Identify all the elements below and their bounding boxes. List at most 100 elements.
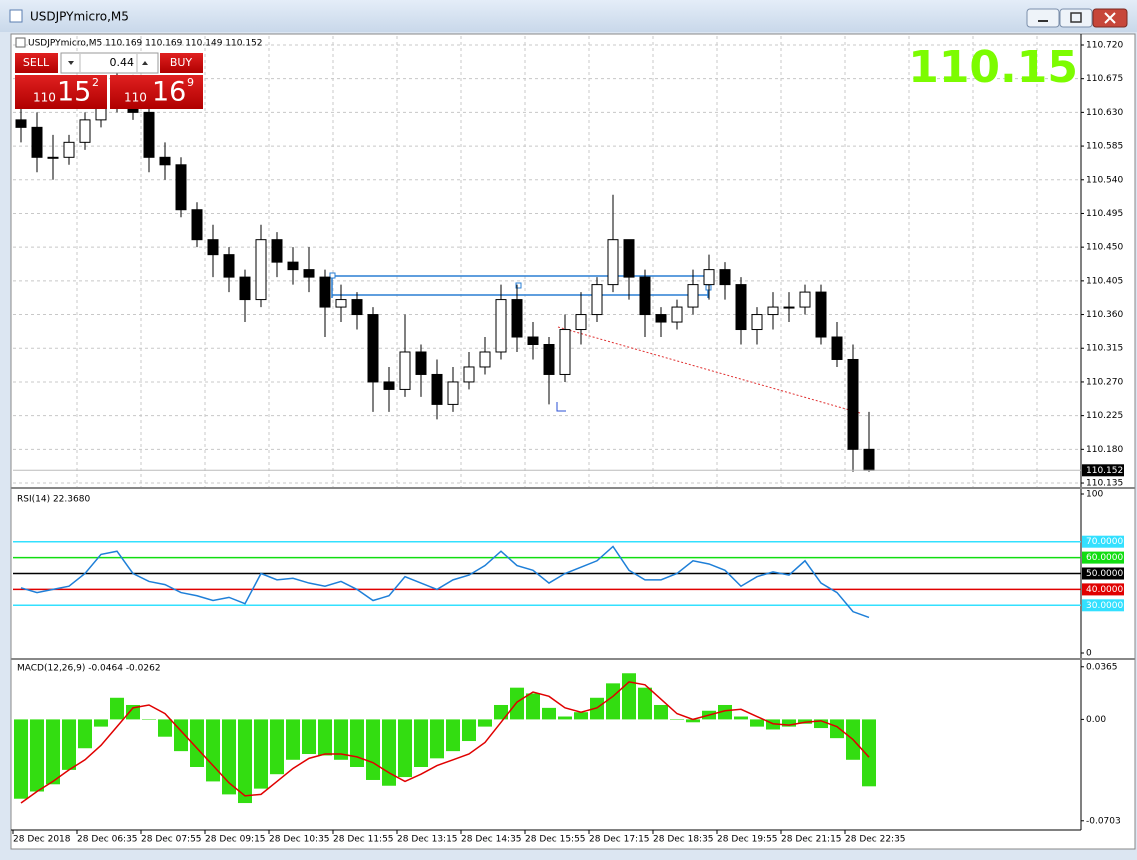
- x-tick-label: 28 Dec 13:15: [397, 835, 458, 845]
- volume-down[interactable]: [68, 61, 74, 65]
- candle-body: [191, 209, 203, 241]
- sell-button[interactable]: [15, 53, 58, 73]
- macd-bar: [142, 719, 156, 720]
- sell-label: SELL: [23, 56, 50, 69]
- volume-up[interactable]: [142, 61, 148, 65]
- candle-body: [31, 126, 43, 158]
- candle-body: [383, 381, 395, 390]
- level-label-box: [1082, 535, 1124, 548]
- y-tick-label: 110.225: [1086, 411, 1123, 421]
- buy-button[interactable]: [160, 53, 203, 73]
- y-tick-label: 110.180: [1086, 445, 1123, 455]
- rsi-line: [20, 545, 870, 619]
- candle-body: [399, 351, 411, 390]
- candle-body: [223, 254, 235, 278]
- macd-bar: [14, 719, 28, 799]
- x-tick-label: 28 Dec 07:55: [141, 835, 202, 845]
- x-tick-label: 28 Dec 19:55: [717, 835, 778, 845]
- close-icon: [1104, 12, 1116, 24]
- buy-label: BUY: [170, 56, 193, 69]
- candle-body: [175, 164, 187, 211]
- macd-bar: [222, 719, 236, 795]
- candle-body: [47, 156, 59, 159]
- candle-body: [207, 239, 219, 256]
- macd-bar: [526, 693, 540, 720]
- macd-bar: [606, 683, 620, 720]
- candle-body: [63, 141, 75, 158]
- level-label-box: [1082, 551, 1124, 564]
- x-tick-label: 28 Dec 18:35: [653, 835, 714, 845]
- volume-value: 0.44: [110, 56, 135, 69]
- macd-bar: [334, 719, 348, 760]
- macd-bar: [862, 719, 876, 787]
- macd-bar: [574, 712, 588, 720]
- object-handle: [329, 272, 336, 279]
- macd-bar: [638, 687, 652, 720]
- candle-body: [15, 119, 27, 128]
- macd-bar: [830, 719, 844, 739]
- x-tick-label: 28 Dec 11:55: [333, 835, 394, 845]
- buy-price-box[interactable]: [110, 75, 203, 109]
- level-label-box: [1082, 567, 1124, 580]
- trendline: [557, 326, 861, 414]
- macd-bar: [734, 716, 748, 720]
- macd-bar: [190, 719, 204, 767]
- candle-body: [415, 351, 427, 375]
- window-icon: [9, 9, 23, 23]
- macd-bar: [398, 719, 412, 778]
- volume-box[interactable]: [60, 52, 159, 74]
- macd-bar: [158, 719, 172, 737]
- x-tick-label: 28 Dec 09:15: [205, 835, 266, 845]
- maximize-button[interactable]: [1059, 8, 1093, 28]
- candle-body: [671, 306, 683, 323]
- candle-body: [79, 119, 91, 143]
- candle-body: [623, 239, 635, 278]
- y-tick-label: -0.0703: [1086, 816, 1121, 826]
- buy-price-small: 9: [187, 76, 194, 89]
- candle-body: [319, 276, 331, 308]
- macd-bar: [94, 719, 108, 727]
- macd-bar: [414, 719, 428, 767]
- candle-body: [271, 239, 283, 263]
- macd-bar: [126, 704, 140, 720]
- candle-body: [639, 276, 651, 316]
- macd-bar: [686, 719, 700, 723]
- maximize-icon: [1070, 12, 1082, 23]
- macd-bar: [462, 719, 476, 742]
- x-tick-label: 28 Dec 14:35: [461, 835, 522, 845]
- candle-body: [303, 269, 315, 278]
- macd-bar: [814, 719, 828, 729]
- signal-line: [20, 681, 870, 804]
- candle-body: [575, 314, 587, 331]
- chart-icon: [15, 37, 26, 48]
- macd-bar: [46, 719, 60, 785]
- candle-body: [431, 373, 443, 405]
- x-tick-label: 28 Dec 22:35: [845, 835, 906, 845]
- candle-body: [255, 239, 267, 301]
- macd-bar: [302, 719, 316, 755]
- macd-bar: [350, 719, 364, 767]
- price-header: USDJPYmicro,M5 110.169 110.169 110.149 1…: [28, 39, 263, 49]
- y-tick-label: 110.270: [1086, 377, 1123, 387]
- level-label: 40.0000: [1086, 585, 1123, 595]
- macd-bar: [622, 673, 636, 720]
- candle-body: [495, 299, 507, 353]
- y-tick-label: 110.450: [1086, 243, 1123, 253]
- level-label: 30.0000: [1086, 601, 1123, 611]
- candle-body: [735, 284, 747, 331]
- macd-bar: [318, 719, 332, 756]
- y-tick-label: 110.315: [1086, 344, 1123, 354]
- macd-bar: [478, 719, 492, 727]
- minimize-button[interactable]: [1026, 8, 1060, 28]
- macd-bar: [670, 719, 684, 720]
- level-label-box: [1082, 583, 1124, 596]
- macd-bar: [366, 719, 380, 780]
- candle-body: [527, 336, 539, 346]
- sell-price-box[interactable]: [15, 75, 107, 109]
- candle-body: [287, 261, 299, 271]
- candle-body: [831, 336, 843, 360]
- candle-body: [847, 358, 859, 450]
- x-tick-label: 28 Dec 06:35: [77, 835, 138, 845]
- macd-bar: [30, 719, 44, 792]
